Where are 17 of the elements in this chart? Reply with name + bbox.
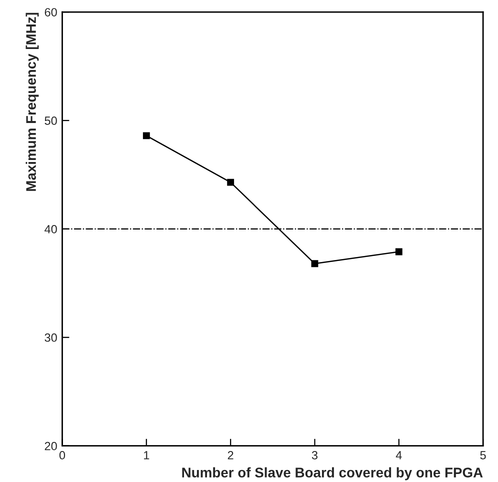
x-tick-label: 1 (144, 451, 150, 460)
point (142, 132, 150, 140)
point (395, 248, 402, 256)
x-tick-label: 0 (59, 451, 66, 460)
point (227, 178, 234, 186)
x-tick-label: 4 (396, 451, 402, 460)
y-tick-label: 60 (44, 8, 57, 16)
y-axis-title: Maximum Frequency [MHz] (26, 12, 39, 191)
x-tick-label: 3 (312, 451, 318, 460)
x-tick-label: 5 (480, 451, 486, 460)
y-tick-label: 20 (44, 442, 57, 450)
x-tick-label: 2 (228, 451, 234, 460)
y-tick-label: 40 (44, 224, 57, 234)
point (311, 260, 318, 268)
y-tick-label: 30 (44, 333, 57, 342)
x-axis-title: Number of Slave Board covered by one FPGA (182, 467, 483, 480)
y-tick-label: 50 (44, 116, 57, 125)
